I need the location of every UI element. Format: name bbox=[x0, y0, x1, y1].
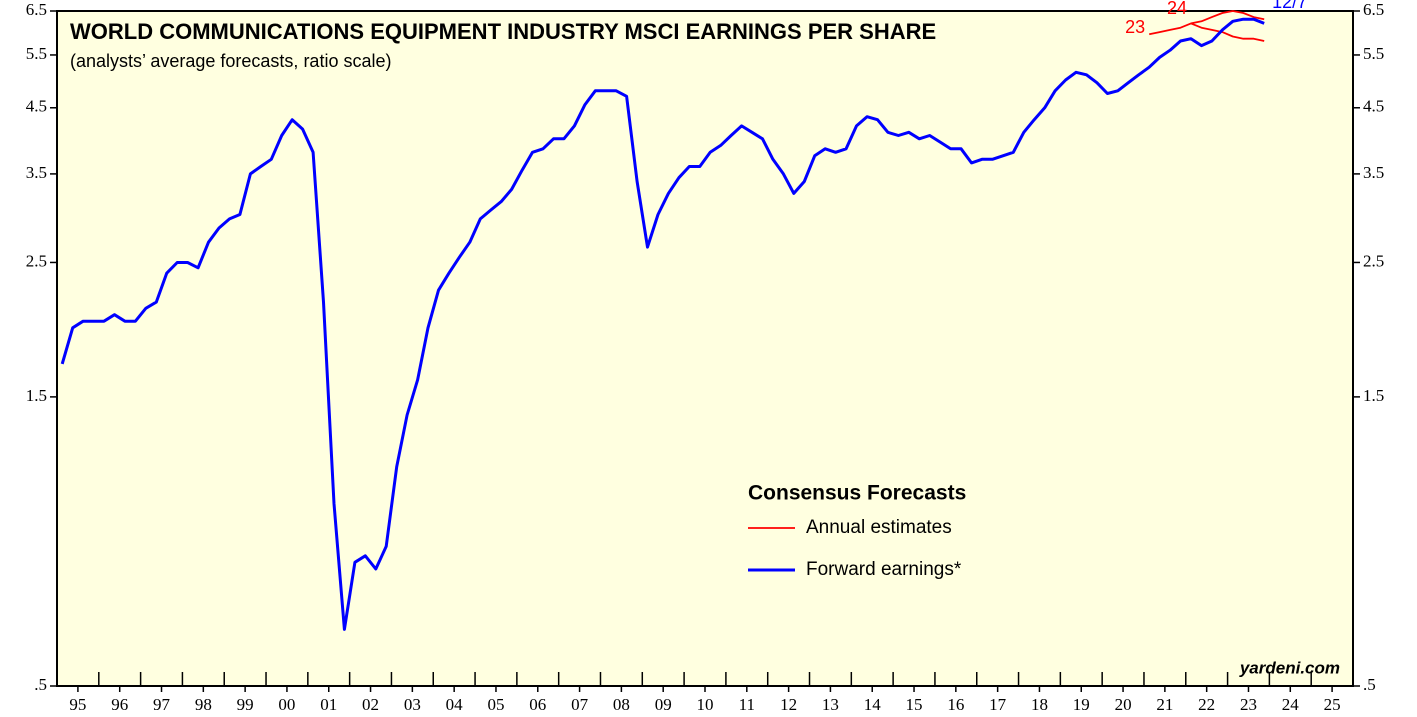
x-tick-label: 95 bbox=[69, 695, 86, 714]
x-tick-label: 23 bbox=[1240, 695, 1257, 714]
annotation: yardeni.com bbox=[1239, 658, 1340, 677]
chart-title: WORLD COMMUNICATIONS EQUIPMENT INDUSTRY … bbox=[70, 19, 936, 44]
x-tick-label: 25 bbox=[1324, 695, 1341, 714]
y-tick-label: 6.5 bbox=[26, 0, 47, 19]
chart-subtitle: (analysts’ average forecasts, ratio scal… bbox=[70, 51, 391, 71]
x-tick-label: 14 bbox=[864, 695, 882, 714]
y-tick-label: 1.5 bbox=[26, 386, 47, 405]
end-label: 12/7 bbox=[1272, 0, 1307, 12]
y-tick-label: 5.5 bbox=[26, 44, 47, 63]
x-tick-label: 16 bbox=[947, 695, 964, 714]
y-tick-label: 1.5 bbox=[1363, 386, 1384, 405]
x-tick-label: 22 bbox=[1198, 695, 1215, 714]
y-tick-label: .5 bbox=[34, 675, 47, 694]
x-tick-label: 97 bbox=[153, 695, 171, 714]
y-tick-label: 3.5 bbox=[1363, 163, 1384, 182]
estimate-line bbox=[1149, 22, 1265, 42]
x-tick-label: 15 bbox=[906, 695, 923, 714]
x-tick-label: 18 bbox=[1031, 695, 1048, 714]
x-tick-label: 09 bbox=[655, 695, 672, 714]
y-tick-label: .5 bbox=[1363, 675, 1376, 694]
y-tick-label: 4.5 bbox=[1363, 97, 1384, 116]
x-tick-label: 06 bbox=[529, 695, 546, 714]
legend-label: Forward earnings* bbox=[806, 559, 962, 580]
x-tick-label: 17 bbox=[989, 695, 1007, 714]
line-label: 23 bbox=[1125, 17, 1145, 37]
estimate-line bbox=[1190, 10, 1265, 25]
x-tick-label: 19 bbox=[1073, 695, 1090, 714]
x-tick-label: 01 bbox=[320, 695, 337, 714]
y-tick-label: 5.5 bbox=[1363, 44, 1384, 63]
x-tick-label: 21 bbox=[1156, 695, 1173, 714]
x-tick-label: 13 bbox=[822, 695, 839, 714]
legend-title: Consensus Forecasts bbox=[748, 482, 966, 505]
x-tick-label: 10 bbox=[697, 695, 714, 714]
plot-area bbox=[56, 10, 1354, 687]
x-tick-label: 20 bbox=[1115, 695, 1132, 714]
x-tick-label: 99 bbox=[237, 695, 254, 714]
x-tick-label: 00 bbox=[278, 695, 295, 714]
x-tick-label: 04 bbox=[446, 695, 464, 714]
y-tick-label: 3.5 bbox=[26, 163, 47, 182]
x-tick-label: 08 bbox=[613, 695, 630, 714]
forward-line bbox=[60, 17, 1265, 631]
x-tick-label: 12 bbox=[780, 695, 797, 714]
y-tick-label: 2.5 bbox=[26, 251, 47, 270]
x-tick-label: 24 bbox=[1282, 695, 1300, 714]
x-tick-label: 96 bbox=[111, 695, 128, 714]
x-tick-label: 07 bbox=[571, 695, 589, 714]
x-tick-label: 98 bbox=[195, 695, 212, 714]
y-tick-label: 6.5 bbox=[1363, 0, 1384, 19]
legend-label: Annual estimates bbox=[806, 517, 952, 538]
x-tick-label: 03 bbox=[404, 695, 421, 714]
y-tick-label: 4.5 bbox=[26, 97, 47, 116]
x-tick-label: 11 bbox=[739, 695, 755, 714]
y-tick-label: 2.5 bbox=[1363, 251, 1384, 270]
x-tick-label: 02 bbox=[362, 695, 379, 714]
x-tick-label: 05 bbox=[487, 695, 504, 714]
line-label: 24 bbox=[1167, 0, 1187, 18]
